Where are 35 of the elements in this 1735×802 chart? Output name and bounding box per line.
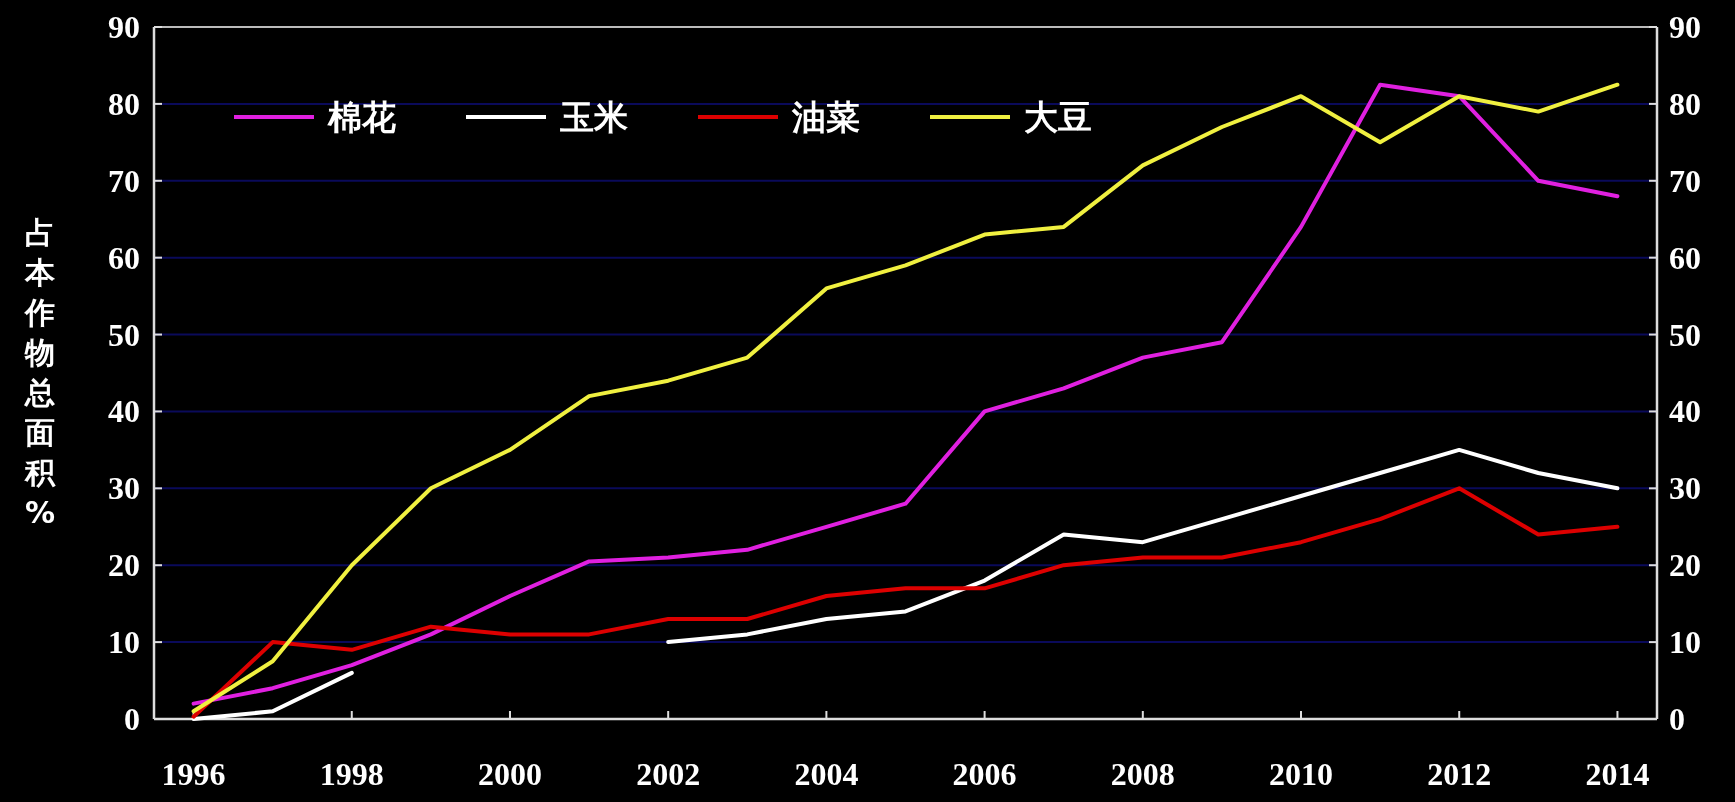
x-tick-label: 2000 <box>477 756 542 792</box>
legend-label: 大豆 <box>1024 97 1092 137</box>
y-tick-label: 70 <box>108 162 140 199</box>
x-tick-label: 2002 <box>636 756 701 792</box>
y2-tick-label: 20 <box>1669 547 1701 584</box>
x-tick-label: 1996 <box>161 756 226 792</box>
y2-tick-label: 30 <box>1669 470 1701 507</box>
y-tick-label: 0 <box>124 701 140 737</box>
x-tick-label: 2006 <box>952 756 1017 792</box>
legend-label: 油菜 <box>791 97 860 137</box>
y-tick-label: 30 <box>108 470 140 507</box>
y-tick-label: 20 <box>108 547 140 584</box>
y2-tick-label: 10 <box>1669 624 1701 661</box>
x-tick-label: 2012 <box>1427 756 1492 792</box>
y-tick-label: 10 <box>108 624 140 661</box>
y2-tick-label: 0 <box>1669 701 1685 737</box>
x-tick-label: 2008 <box>1110 756 1175 792</box>
y2-tick-label: 40 <box>1669 393 1701 430</box>
y-tick-label: 80 <box>108 85 140 122</box>
x-tick-label: 1998 <box>319 756 384 792</box>
y-tick-label: 50 <box>108 316 140 353</box>
legend-label: 玉米 <box>559 97 628 137</box>
x-tick-label: 2004 <box>794 756 859 792</box>
x-tick-label: 2010 <box>1269 756 1334 792</box>
x-tick-label: 2014 <box>1585 756 1650 792</box>
legend-label: 棉花 <box>327 97 396 137</box>
y2-tick-label: 70 <box>1669 162 1701 199</box>
y2-tick-label: 60 <box>1669 239 1701 276</box>
y-tick-label: 60 <box>108 239 140 276</box>
y2-tick-label: 90 <box>1669 9 1701 45</box>
y2-tick-label: 80 <box>1669 85 1701 122</box>
y-tick-label: 90 <box>108 9 140 45</box>
y-axis-title: 占本作物总面积% <box>23 215 56 530</box>
y2-tick-label: 50 <box>1669 316 1701 353</box>
y-tick-label: 40 <box>108 393 140 430</box>
